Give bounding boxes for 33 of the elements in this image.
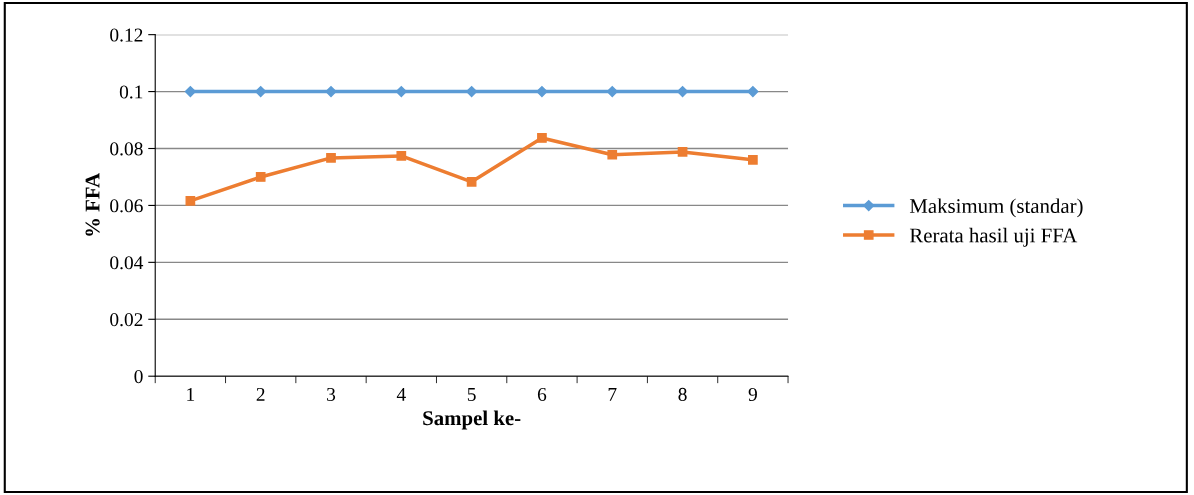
x-tick-label: 1 — [187, 387, 195, 401]
y-tick-label: 0.12 — [110, 28, 143, 42]
y-axis-title: % FFA — [85, 173, 100, 236]
y-tick-label: 0.06 — [110, 199, 143, 213]
y-tick-label: 0.08 — [110, 142, 143, 156]
point — [536, 85, 548, 98]
legend-label: Maksimum (standar) — [909, 198, 1083, 218]
legend-label: Rerata hasil uji FFA — [909, 227, 1078, 247]
point — [466, 176, 477, 187]
x-tick-label: 8 — [678, 387, 687, 401]
y-tick-label: 0.04 — [110, 256, 144, 270]
point — [255, 172, 266, 182]
y-tick-label: 0.1 — [119, 85, 143, 99]
y-tick-label: 0.02 — [110, 313, 143, 327]
x-tick-label: 6 — [537, 387, 547, 401]
x-tick-label: 2 — [256, 387, 265, 401]
point — [326, 153, 336, 163]
x-tick-label: 4 — [396, 388, 406, 401]
point — [677, 147, 688, 157]
x-tick-label: 5 — [467, 388, 476, 401]
point — [396, 151, 407, 161]
point — [747, 85, 759, 98]
point — [325, 85, 337, 98]
point — [184, 85, 196, 98]
x-tick-label: 3 — [327, 387, 336, 401]
point — [185, 196, 196, 206]
point — [537, 133, 547, 143]
x-axis-title: Sampel ke- — [423, 410, 521, 430]
x-tick-label: 7 — [608, 388, 617, 401]
point — [607, 149, 618, 160]
y-tick-label: 0 — [134, 370, 143, 384]
x-tick-label: 9 — [748, 387, 757, 401]
point — [748, 155, 758, 165]
